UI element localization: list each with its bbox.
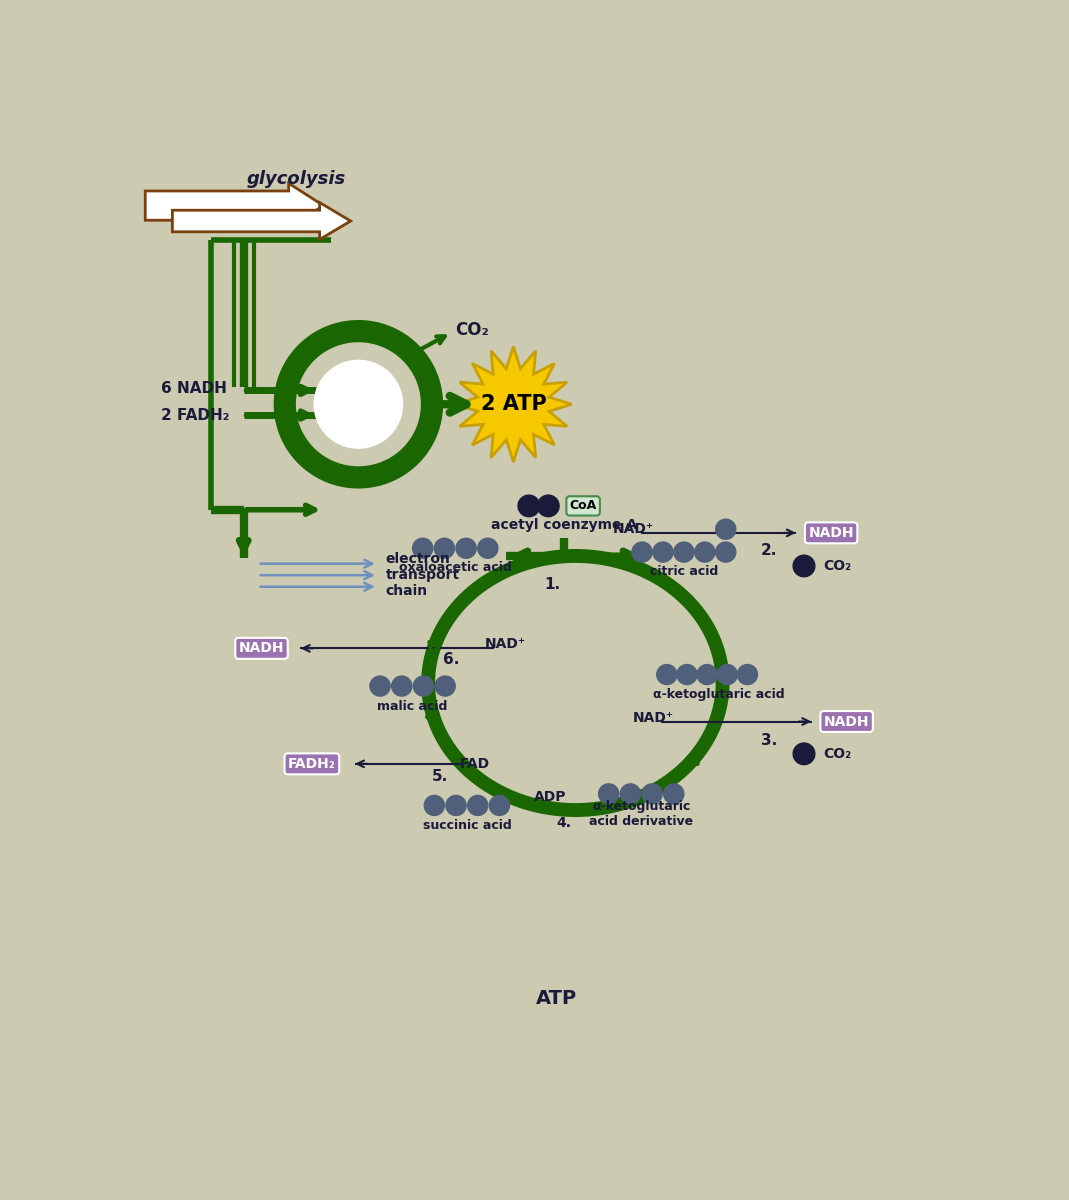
Circle shape [370, 676, 390, 696]
FancyArrow shape [172, 203, 351, 240]
Circle shape [738, 665, 758, 684]
Circle shape [424, 796, 445, 816]
Text: α-ketoglutaric
acid derivative: α-ketoglutaric acid derivative [589, 800, 694, 828]
Circle shape [456, 539, 476, 558]
Text: 4.: 4. [556, 816, 571, 830]
Text: NADH: NADH [238, 641, 284, 655]
Circle shape [715, 520, 735, 539]
Circle shape [673, 542, 694, 562]
Text: 1.: 1. [544, 577, 560, 592]
Text: Krebs: Krebs [331, 386, 386, 404]
Circle shape [599, 784, 619, 804]
FancyArrow shape [145, 184, 324, 228]
Text: 6.: 6. [444, 653, 460, 667]
Text: 2.: 2. [761, 544, 777, 558]
Text: α-ketoglutaric acid: α-ketoglutaric acid [653, 688, 785, 701]
Circle shape [793, 743, 815, 764]
Text: 6 NADH: 6 NADH [160, 382, 227, 396]
Circle shape [664, 784, 684, 804]
Circle shape [538, 496, 559, 517]
Circle shape [413, 539, 433, 558]
Text: 5.: 5. [432, 769, 448, 785]
Text: 2 FADH₂: 2 FADH₂ [160, 408, 229, 422]
Circle shape [518, 496, 540, 517]
Circle shape [478, 539, 498, 558]
Circle shape [632, 542, 652, 562]
Circle shape [414, 676, 434, 696]
Text: CO₂: CO₂ [823, 559, 852, 572]
Circle shape [446, 796, 466, 816]
Text: ATP: ATP [536, 989, 576, 1008]
Circle shape [695, 542, 715, 562]
Text: NAD⁺: NAD⁺ [613, 522, 654, 536]
Text: electron
transport
chain: electron transport chain [386, 552, 460, 599]
Circle shape [717, 665, 738, 684]
Text: CO₂: CO₂ [823, 746, 852, 761]
Circle shape [715, 542, 735, 562]
Circle shape [391, 676, 412, 696]
Text: 2 ATP: 2 ATP [480, 395, 546, 414]
Circle shape [435, 676, 455, 696]
Text: CoA: CoA [570, 499, 597, 512]
Polygon shape [455, 347, 572, 462]
Circle shape [314, 360, 403, 448]
Text: glycolysis: glycolysis [247, 169, 346, 187]
Text: ADP: ADP [534, 790, 567, 804]
Text: citric acid: citric acid [650, 565, 718, 578]
Text: malic acid: malic acid [377, 700, 448, 713]
Circle shape [656, 665, 677, 684]
Text: CO₂: CO₂ [455, 322, 489, 340]
Text: NAD⁺: NAD⁺ [632, 710, 673, 725]
Circle shape [434, 539, 454, 558]
Text: NADH: NADH [808, 526, 854, 540]
Text: FADH₂: FADH₂ [288, 757, 336, 770]
Circle shape [793, 556, 815, 577]
Text: NAD⁺: NAD⁺ [485, 637, 526, 652]
Text: oxaloacetic acid: oxaloacetic acid [399, 560, 512, 574]
Circle shape [620, 784, 640, 804]
Text: NADH: NADH [824, 714, 869, 728]
Text: cycle: cycle [335, 410, 383, 428]
Circle shape [642, 784, 662, 804]
Text: succinic acid: succinic acid [422, 818, 511, 832]
Text: FAD: FAD [460, 757, 490, 770]
Circle shape [653, 542, 673, 562]
Circle shape [677, 665, 697, 684]
Circle shape [490, 796, 510, 816]
Text: acetyl coenzyme A: acetyl coenzyme A [491, 518, 637, 532]
Circle shape [697, 665, 717, 684]
Text: 3.: 3. [761, 733, 777, 749]
Circle shape [467, 796, 487, 816]
